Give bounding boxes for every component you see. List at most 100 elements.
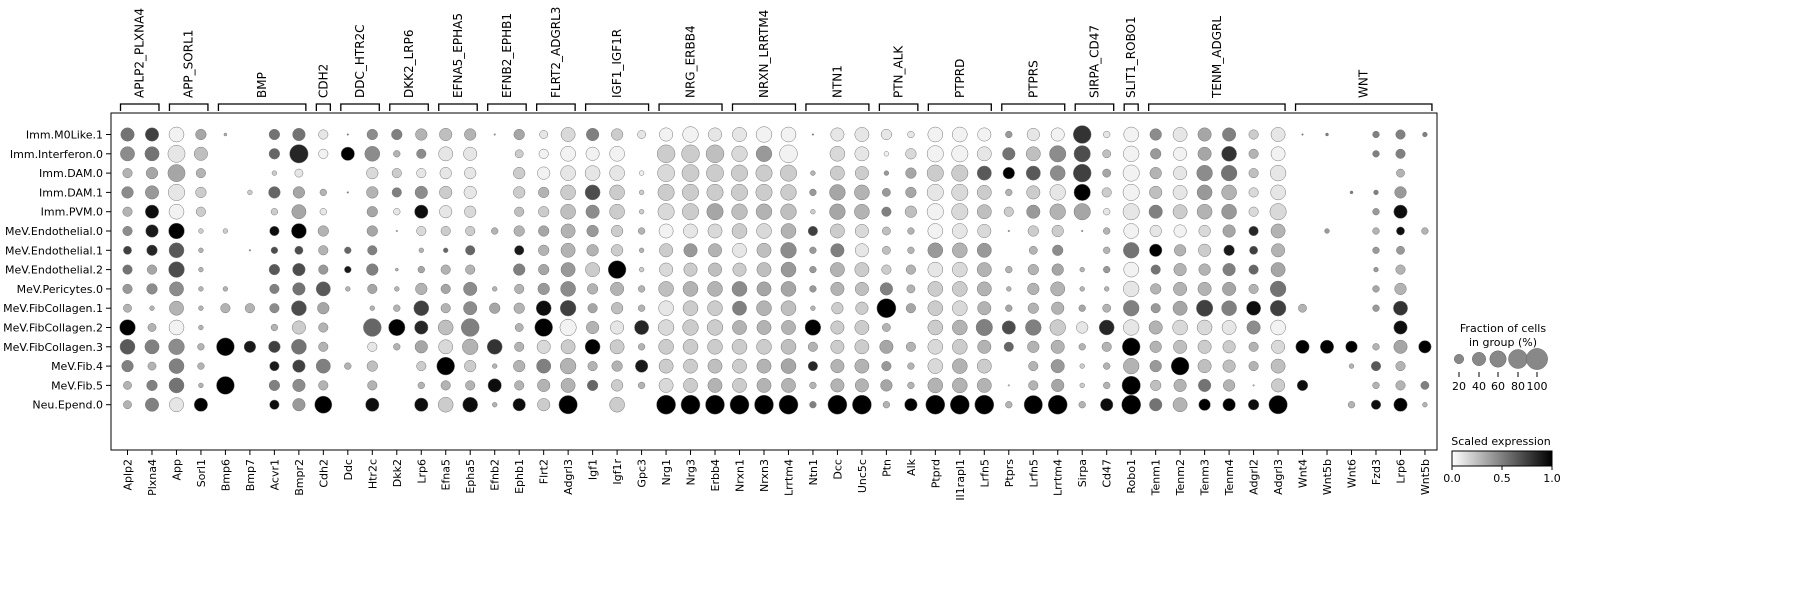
dot-mark (248, 249, 251, 252)
dot-mark (1103, 265, 1111, 274)
dot-mark (926, 183, 944, 201)
dot-mark (560, 223, 576, 239)
gene-label: Adgrl3 (1272, 459, 1285, 495)
dot-mark (1148, 320, 1163, 335)
dot-mark (1051, 224, 1064, 238)
gene-label: Wnt4 (1297, 459, 1310, 488)
dot-mark (880, 128, 892, 141)
dot-mark (414, 320, 429, 335)
dot-mark (513, 186, 526, 199)
dot-mark (1007, 384, 1010, 387)
gene-label: Igf1r (611, 459, 624, 485)
dot-mark (610, 320, 625, 335)
dot-mark (538, 206, 550, 218)
dot-mark (952, 300, 968, 316)
dot-mark (270, 208, 279, 216)
dot-mark (927, 377, 944, 394)
dot-mark (952, 377, 968, 394)
dot-mark (705, 394, 725, 415)
dot-mark (1148, 204, 1163, 219)
group-bracket (927, 103, 992, 111)
row-label: Imm.PVM.0 (41, 206, 103, 219)
group-label: DDC_HTR2C (353, 24, 367, 98)
dot-mark (145, 204, 159, 219)
dot-mark (1298, 303, 1307, 313)
dot-mark (974, 394, 995, 415)
dot-mark (755, 126, 773, 143)
dot-mark (168, 338, 185, 355)
dot-mark (149, 305, 155, 311)
dot-mark (637, 343, 646, 351)
dot-mark (1150, 264, 1161, 275)
dot-mark (440, 226, 451, 236)
dot-mark (463, 146, 478, 161)
color-legend-title: Scaled expression (1451, 435, 1550, 448)
dot-mark (883, 170, 890, 176)
group-label: DKK2_LRP6 (402, 29, 416, 98)
dot-mark (366, 263, 379, 276)
group-bracket (438, 103, 478, 111)
dot-mark (1049, 319, 1066, 336)
dot-mark (607, 260, 627, 279)
dot-mark (882, 245, 891, 255)
dot-mark (123, 303, 132, 313)
dot-mark (416, 361, 427, 372)
dot-mark (1006, 286, 1012, 292)
dot-mark (1373, 189, 1379, 196)
dot-mark (536, 358, 552, 374)
dot-mark (317, 225, 329, 237)
dot-mark (780, 300, 797, 316)
gene-label: Lrfn5 (978, 459, 991, 488)
dot-mark (952, 358, 968, 374)
dot-mark (1197, 146, 1212, 161)
dot-mark (440, 264, 451, 275)
dot-mark (415, 128, 428, 141)
group-label: FLRT2_ADGRL3 (549, 7, 563, 98)
dot-mark (270, 246, 279, 254)
colorbar (1451, 450, 1553, 467)
dot-mark (243, 340, 256, 353)
dot-mark (780, 184, 797, 201)
dot-mark (1122, 337, 1141, 356)
dot-mark (781, 320, 796, 335)
dot-mark (609, 396, 625, 413)
dot-mark (1270, 262, 1286, 277)
dot-mark (414, 397, 429, 412)
group-label: PTN_ALK (892, 45, 906, 98)
dot-mark (560, 262, 576, 277)
dot-mark (1149, 185, 1163, 199)
dot-mark (1150, 148, 1162, 160)
dot-mark (905, 264, 916, 275)
row-label: MeV.FibCollagen.3 (3, 341, 103, 354)
dot-mark (1150, 283, 1162, 295)
dot-mark (1028, 361, 1039, 372)
dot-mark (438, 146, 454, 162)
dot-mark (120, 127, 135, 142)
dot-mark (222, 286, 229, 292)
dot-mark (976, 185, 992, 200)
dot-mark (587, 361, 598, 372)
dot-mark (437, 396, 454, 413)
dot-mark (1173, 263, 1187, 277)
group-label: NRXN_LRRTM4 (757, 10, 771, 98)
dot-mark (270, 323, 279, 332)
dot-mark (538, 244, 550, 256)
gene-label: Aplp2 (122, 459, 135, 491)
dot-mark (146, 379, 158, 391)
dot-mark (1325, 132, 1329, 137)
dot-mark (756, 262, 772, 277)
dot-mark (587, 303, 598, 314)
gene-labels: Aplp2 Plxna4 App Sorl1 Bmp6 Bmp7 Acvr1 Bmpr2 Cdh… (122, 450, 1432, 501)
dot-mark (827, 394, 848, 415)
dot-mark (1221, 300, 1237, 316)
dot-mark (1393, 320, 1408, 335)
dot-mark (1196, 319, 1213, 336)
dot-mark (611, 379, 624, 392)
dot-mark (560, 203, 576, 220)
dot-mark (318, 129, 329, 140)
dot-mark (292, 127, 306, 142)
gene-label: Epha5 (464, 459, 477, 494)
dot-mark (1078, 304, 1086, 312)
size-legend-dot (1508, 349, 1528, 369)
